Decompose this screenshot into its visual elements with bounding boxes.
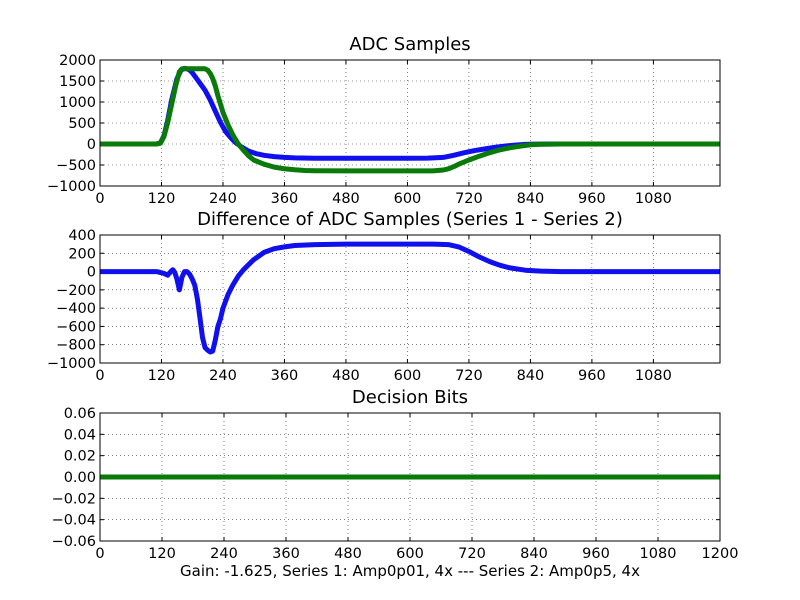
y-tick-label: −1000 (47, 356, 96, 372)
chart-title: Difference of ADC Samples (Series 1 - Se… (197, 209, 623, 230)
y-tick-label: −500 (56, 158, 96, 174)
x-tick-label: 0 (95, 368, 104, 384)
x-tick-label: 120 (148, 368, 176, 384)
x-tick-label: 960 (582, 546, 610, 562)
x-tick-label: 480 (332, 191, 360, 207)
y-tick-label: 0.06 (64, 406, 96, 422)
y-tick-label: −0.06 (52, 534, 96, 550)
figure-caption: Gain: -1.625, Series 1: Amp0p01, 4x --- … (180, 562, 640, 580)
chart-panel-1: 0 120 240 360 480 600 720 840 960 1080 2000 1500 100… (47, 34, 721, 207)
x-tick-label: 240 (209, 368, 237, 384)
y-tick-label: 1000 (59, 95, 96, 111)
y-tick-label: −400 (56, 301, 96, 317)
x-tick-label: 960 (578, 191, 606, 207)
x-tick-label: 360 (271, 368, 299, 384)
plot-frame (99, 412, 721, 542)
x-tick-label: 360 (271, 191, 299, 207)
x-tick-label: 480 (334, 546, 362, 562)
y-tick-label: −800 (56, 338, 96, 354)
x-tick-label: 720 (458, 546, 486, 562)
y-tick-label: 2000 (59, 53, 96, 69)
x-tick-label: 1080 (635, 368, 672, 384)
x-tick-label: 0 (95, 191, 104, 207)
x-tick-label: 1080 (635, 191, 672, 207)
x-tick-label: 120 (148, 191, 176, 207)
x-tick-label: 600 (396, 546, 424, 562)
y-tick-label: 1500 (59, 74, 96, 90)
x-tick-label: 480 (332, 368, 360, 384)
y-tick-label: 0.02 (64, 449, 96, 465)
x-tick-label: 960 (578, 368, 606, 384)
chart-panel-2: 0 120 240 360 480 600 720 840 960 1080 400 200 0 −200… (47, 209, 721, 384)
y-tick-label: 0.04 (64, 427, 96, 443)
y-tick-label: 0.00 (64, 470, 96, 486)
x-tick-label: 240 (209, 191, 237, 207)
y-tick-label: −1000 (47, 179, 96, 195)
y-tick-label: 500 (68, 116, 96, 132)
x-tick-label: 0 (95, 546, 104, 562)
y-tick-label: −200 (56, 283, 96, 299)
series-line-green (100, 66, 720, 174)
x-tick-label: 360 (272, 546, 300, 562)
series-line-blue (100, 241, 720, 355)
chart-title: Decision Bits (352, 387, 468, 408)
x-tick-label: 120 (148, 546, 176, 562)
y-tick-label: −0.04 (52, 513, 96, 529)
x-tick-label: 600 (394, 191, 422, 207)
y-tick-label: −0.02 (52, 491, 96, 507)
x-tick-label: 240 (210, 546, 238, 562)
x-tick-label: 720 (455, 191, 483, 207)
chart-panel-3: 0 120 240 360 480 600 720 840 960 1080 1200 0.06 0.0… (52, 387, 739, 562)
x-tick-label: 600 (394, 368, 422, 384)
plot-frame (99, 59, 721, 187)
x-tick-label: 720 (455, 368, 483, 384)
y-tick-label: 200 (68, 246, 96, 262)
y-tick-label: 0 (87, 265, 96, 281)
y-tick-label: 400 (68, 228, 96, 244)
x-tick-label: 840 (520, 546, 548, 562)
chart-title: ADC Samples (349, 34, 470, 55)
y-tick-label: 0 (87, 137, 96, 153)
x-tick-label: 1200 (702, 546, 739, 562)
y-tick-label: −600 (56, 319, 96, 335)
x-tick-label: 840 (517, 191, 545, 207)
plot-frame (99, 234, 721, 364)
x-tick-label: 1080 (640, 546, 677, 562)
x-tick-label: 840 (517, 368, 545, 384)
